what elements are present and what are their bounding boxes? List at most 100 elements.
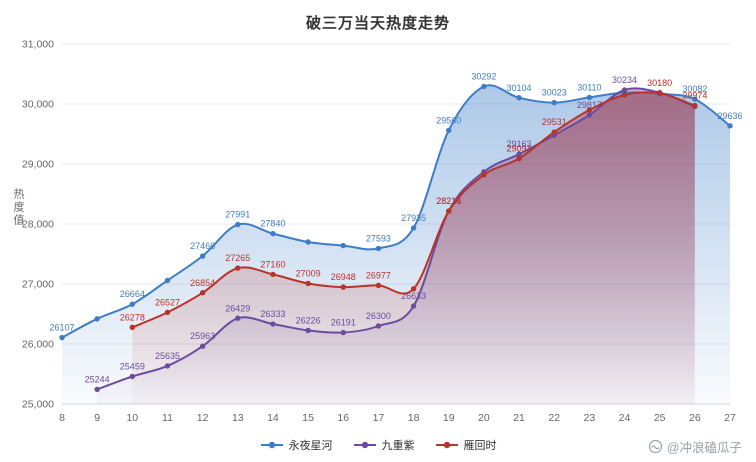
svg-text:26: 26 [689,412,701,424]
data-label: 29974 [682,91,707,101]
data-point [164,277,171,284]
svg-text:30,000: 30,000 [22,99,54,111]
data-label: 26429 [225,303,250,313]
data-point [129,373,136,380]
data-label: 27593 [366,233,391,243]
data-point [305,280,311,287]
data-label: 30292 [471,71,496,81]
data-point [410,286,417,292]
data-label: 30234 [612,75,637,85]
svg-text:8: 8 [59,412,65,424]
y-axis-title: 热度值 [12,188,24,227]
data-label: 29817 [577,100,602,110]
data-point [586,107,593,113]
svg-text:9: 9 [94,412,100,424]
data-label: 26107 [49,323,74,333]
series-1: 25244 25459 25635 25963 26429 26333 26226 26191… [85,75,698,393]
legend-label: 雁回时 [463,440,497,452]
legend-item-2[interactable]: 雁回时 [435,437,497,453]
svg-text:26,000: 26,000 [22,339,54,351]
data-point [59,334,65,341]
data-label: 28216 [436,196,461,206]
data-label: 26527 [155,297,180,307]
legend-item-0[interactable]: 永夜星河 [260,437,333,453]
data-point [235,315,241,321]
legend-label: 永夜星河 [288,440,333,452]
data-point [305,327,311,334]
legend-marker-icon [353,441,376,449]
x-axis-labels: 8 9 10 11 12 13 14 15 16 17 18 19 20 21 22 23 24 25 26 27 [59,412,736,424]
svg-text:18: 18 [408,412,420,424]
data-point [516,95,522,101]
svg-text:13: 13 [232,412,244,424]
data-point [375,323,382,329]
svg-text:25: 25 [654,412,666,424]
data-point [586,94,593,101]
data-point [446,127,452,134]
data-point [164,309,171,316]
data-label: 26300 [366,311,391,321]
data-label: 29531 [542,117,567,127]
svg-text:10: 10 [126,412,138,424]
data-point [621,92,628,98]
data-point [516,155,522,162]
data-point [692,96,698,102]
svg-text:21: 21 [513,412,525,424]
data-label: 27160 [260,259,285,269]
data-point [235,265,241,271]
data-label: 26664 [120,289,145,299]
svg-text:19: 19 [443,412,455,424]
svg-text:31,000: 31,000 [22,39,54,51]
data-point [656,90,663,96]
data-point [516,151,522,157]
data-point [199,290,206,296]
data-label: 26191 [331,318,356,328]
data-point [551,99,557,106]
watermark-text: @冲浪磕瓜子 [666,441,742,455]
data-point [270,321,276,327]
chart-title: 破三万当天热度走势 [305,15,450,32]
data-point [621,87,628,93]
data-label: 28214 [436,196,461,206]
legend-marker-icon [260,441,283,449]
svg-text:27,000: 27,000 [22,279,54,291]
data-label: 27935 [401,213,426,223]
svg-text:17: 17 [373,412,385,424]
data-point [410,225,417,231]
data-point [164,363,171,369]
data-label: 25963 [190,331,215,341]
data-label: 27009 [296,268,321,278]
data-label: 25459 [120,361,145,371]
data-point [340,242,346,249]
data-label: 26226 [296,315,321,325]
data-point [410,303,417,309]
data-label: 29560 [436,115,461,125]
svg-text:14: 14 [267,412,279,424]
data-point [481,83,487,90]
data-point [375,245,382,252]
watermark-logo-icon [648,439,662,454]
y-axis-labels: 25,000 26,000 27,000 28,000 29,000 30,000 31,0… [22,39,54,411]
data-point [586,112,593,118]
data-point [340,284,346,290]
data-point [481,172,487,178]
legend-item-1[interactable]: 九重紫 [353,437,415,453]
svg-text:28,000: 28,000 [22,219,54,231]
data-label: 30023 [542,88,567,98]
data-point [727,123,733,129]
data-label: 29091 [507,144,532,154]
series-2: 26278 26527 26854 27265 27160 27009 26948 26977… [120,78,707,331]
data-point [94,316,100,322]
svg-text:16: 16 [337,412,349,424]
svg-text:25,000: 25,000 [22,399,54,411]
data-label: 26278 [120,312,145,322]
data-point [340,329,346,336]
data-label: 25244 [85,374,110,384]
data-label: 26333 [260,309,285,319]
data-point [446,208,452,214]
data-point [551,129,557,135]
data-label: 30104 [507,83,532,93]
svg-text:29,000: 29,000 [22,159,54,171]
data-point [270,230,276,237]
